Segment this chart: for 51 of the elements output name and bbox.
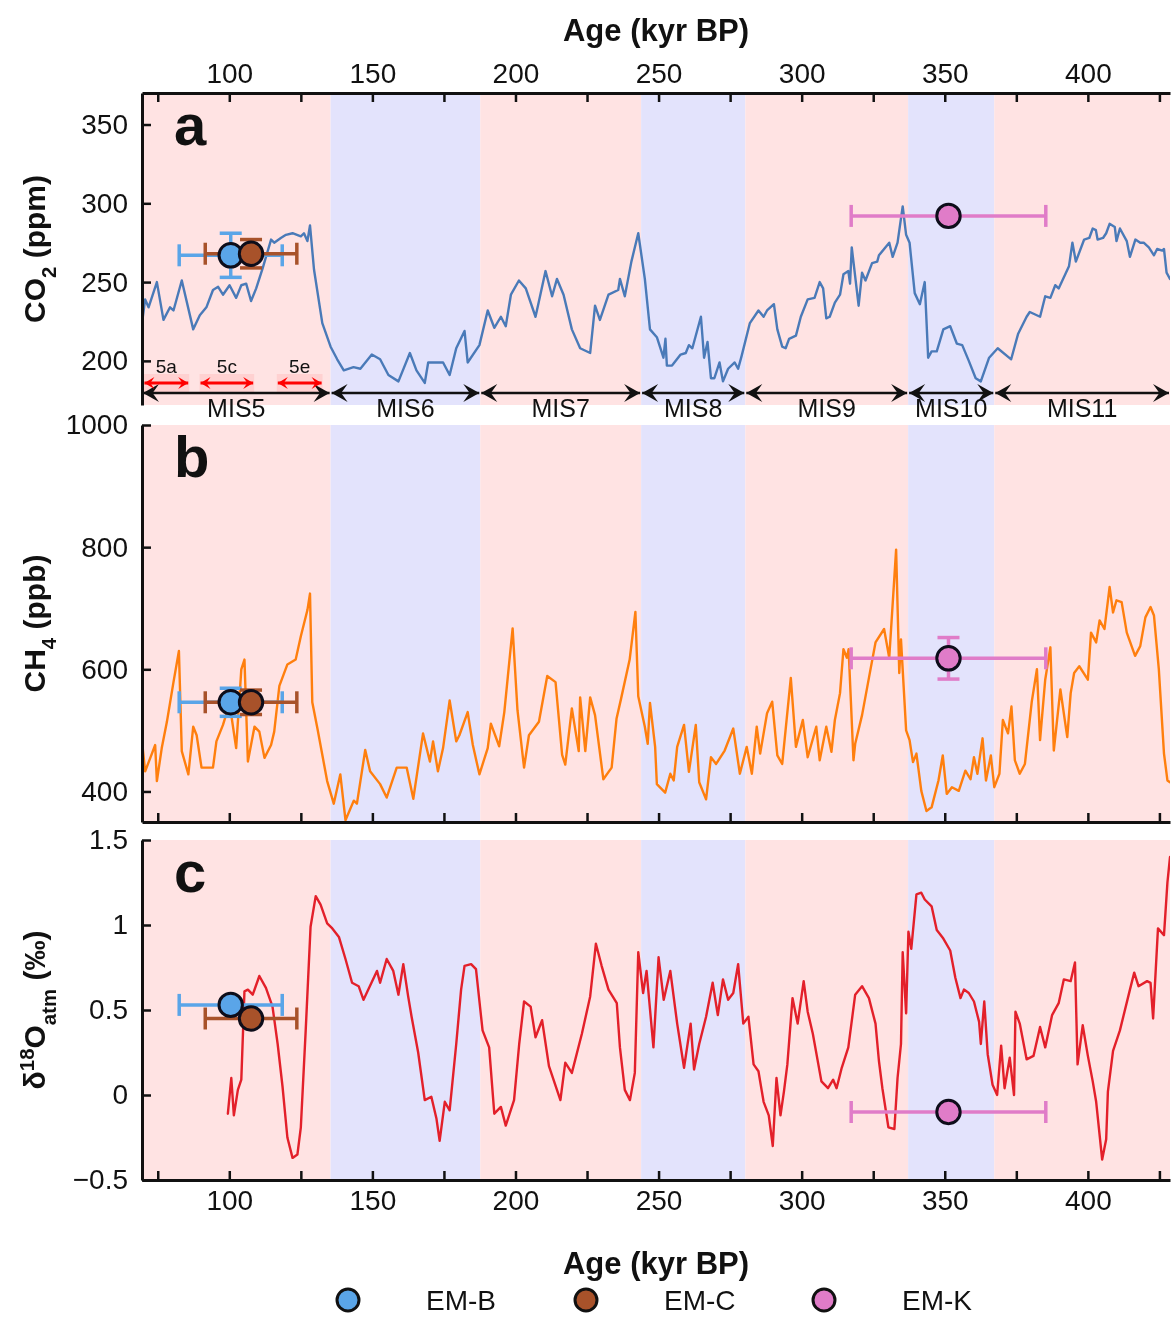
point: [935, 202, 962, 230]
x-tick-label: 300: [778, 58, 826, 89]
x-tick-label: 300: [778, 1184, 826, 1216]
x-tick-label: 100: [206, 1184, 254, 1216]
x-axis-title: Age (kyr BP): [562, 13, 750, 48]
annotation: a: [174, 92, 207, 157]
y-tick-label: 250: [81, 266, 128, 298]
band-label: MIS9: [797, 394, 856, 422]
band-label: MIS5: [207, 394, 266, 422]
x-tick-label: 200: [492, 58, 540, 89]
legend-label: EM-C: [664, 1285, 736, 1316]
band-label: MIS10: [915, 394, 988, 422]
line-series: [142, 205, 1170, 385]
band-label: 5c: [216, 356, 237, 377]
band-label: MIS11: [1046, 394, 1118, 422]
y-tick-label: 600: [81, 653, 128, 685]
y-tick-label: 0.5: [89, 994, 128, 1026]
y-tick-label: 0: [112, 1079, 128, 1111]
x-tick-label: 350: [921, 58, 969, 89]
point: [935, 1098, 962, 1126]
band-label: 5a: [155, 356, 178, 377]
band-label: MIS8: [664, 394, 723, 422]
band-label: MIS6: [376, 394, 435, 422]
y-tick-label: −0.5: [72, 1164, 128, 1196]
y-tick-label: 200: [81, 345, 128, 377]
y-tick-label: 1: [112, 909, 128, 941]
band-label: MIS7: [531, 394, 590, 422]
x-axis-title: Age (kyr BP): [562, 1246, 750, 1281]
x-tick-label: 250: [635, 1184, 683, 1216]
y-tick-label: 800: [81, 531, 128, 563]
x-tick-label: 350: [921, 1184, 969, 1216]
y-tick-label: 1000: [65, 409, 128, 441]
y-tick-label: 300: [81, 187, 128, 219]
x-tick-label: 150: [349, 58, 397, 89]
y-tick-label: 400: [81, 775, 128, 807]
x-tick-label: 400: [1065, 58, 1112, 89]
legend-label: EM-B: [426, 1285, 496, 1316]
annotation: c: [174, 839, 207, 904]
y-tick-label: 1.5: [89, 824, 128, 856]
line-series: [226, 855, 1170, 1161]
x-tick-label: 250: [635, 58, 683, 89]
legend-label: EM-K: [902, 1285, 973, 1316]
x-tick-label: 100: [206, 58, 254, 89]
point: [237, 1005, 265, 1032]
y-tick-label: 350: [81, 108, 128, 140]
band-label: 5e: [289, 356, 311, 377]
x-tick-label: 150: [349, 1184, 397, 1216]
point: [217, 991, 244, 1019]
annotation: b: [174, 424, 210, 489]
x-tick-label: 200: [492, 1184, 540, 1216]
x-tick-label: 400: [1065, 1184, 1112, 1216]
